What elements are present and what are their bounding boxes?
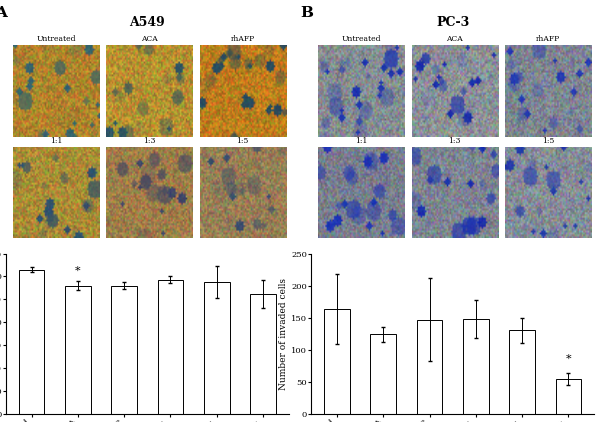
Text: A549: A549 [130,16,165,29]
Text: *: * [566,354,571,364]
Text: 1:5: 1:5 [236,137,249,145]
Bar [250,294,276,414]
Text: *: * [75,265,81,276]
Bar [19,270,44,414]
Text: rhAFP: rhAFP [230,35,255,43]
Text: Untreated: Untreated [342,35,381,43]
Bar [509,330,535,414]
Text: Untreated: Untreated [37,35,76,43]
Bar [112,286,137,414]
Bar [417,319,442,414]
Text: 1:1: 1:1 [50,137,62,145]
Text: rhAFP: rhAFP [536,35,560,43]
Text: 1:1: 1:1 [355,137,368,145]
Bar [158,280,183,414]
Y-axis label: Number of invaded cells: Number of invaded cells [280,278,289,390]
Bar [463,319,488,414]
Text: ACA: ACA [141,35,158,43]
Text: 1:5: 1:5 [542,137,554,145]
Bar [324,309,350,414]
Text: 1:3: 1:3 [449,137,461,145]
Text: A: A [0,5,7,20]
Text: 1:3: 1:3 [143,137,156,145]
Bar [204,282,230,414]
Bar [65,286,91,414]
Bar [556,379,581,414]
Text: PC-3: PC-3 [436,16,469,29]
Bar [370,334,396,414]
Text: ACA: ACA [446,35,463,43]
Text: B: B [300,5,313,20]
